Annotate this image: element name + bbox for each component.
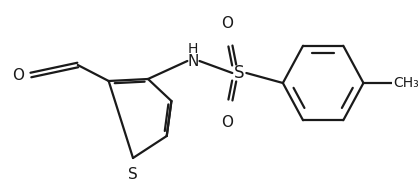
Text: H: H [188, 42, 198, 56]
Text: O: O [222, 115, 234, 130]
Text: CH₃: CH₃ [393, 76, 419, 90]
Text: N: N [187, 53, 199, 69]
Text: O: O [12, 67, 24, 83]
Text: S: S [128, 167, 138, 182]
Text: S: S [234, 64, 244, 82]
Text: O: O [222, 16, 234, 31]
